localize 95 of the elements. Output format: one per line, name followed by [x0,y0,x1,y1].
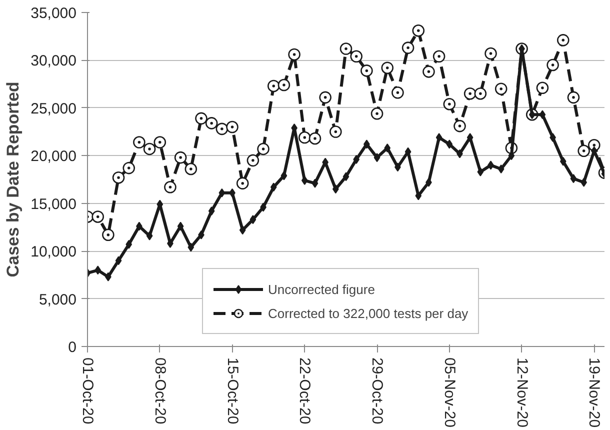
point [402,42,414,54]
point [494,82,508,95]
y-tick-label: 5,000 [38,291,77,308]
point [146,231,153,240]
point [143,142,156,156]
point [466,133,474,142]
point [112,171,125,184]
point [422,66,435,78]
point [436,133,442,142]
point [477,167,484,176]
point [578,144,590,158]
point [250,215,256,224]
point [301,176,308,185]
point [340,42,352,55]
point [381,62,394,74]
x-tick-label: 19-Nov-20 [586,358,603,428]
point [370,108,384,120]
point [280,171,288,180]
point [454,120,466,132]
point [115,256,122,266]
point [239,226,246,235]
point [154,136,166,148]
y-tick-label: 20,000 [30,148,77,166]
point [484,47,497,60]
x-tick-label: 12-Nov-20 [513,358,530,428]
y-tick-label: 35,000 [30,5,77,22]
y-tick-label: 30,000 [30,52,77,70]
point [446,140,453,149]
y-axis-title: Cases by Date Reported [4,82,23,278]
point [208,206,215,216]
point [590,146,598,156]
point [312,178,318,188]
point [536,82,549,94]
point [177,222,184,231]
point [570,174,577,184]
point [308,132,322,145]
y-tick-label: 10,000 [30,244,77,261]
point [412,24,425,37]
legend-label: Corrected to 322,000 tests per day [268,306,468,320]
point [539,110,546,120]
point [360,64,373,77]
point [288,48,300,61]
point [267,80,280,92]
x-tick-label: 08-Oct-20 [151,358,168,424]
point [332,184,339,194]
point [546,58,559,72]
point [94,266,102,275]
y-tick-label: 15,000 [30,196,77,213]
x-tick-label: 29-Oct-20 [368,358,386,424]
x-tick-label: 01-Oct-20 [79,358,96,424]
point [560,156,566,166]
y-tick-label: 0 [68,339,76,356]
y-tick-label: 25,000 [30,100,77,118]
point [342,172,350,182]
point [384,144,391,153]
point [218,188,226,198]
point [122,162,136,174]
point [92,210,104,223]
point [330,126,342,138]
point [298,131,311,144]
point [319,91,332,104]
point [164,180,176,194]
point [353,154,360,164]
point [556,34,570,46]
point [184,162,198,176]
point [257,142,270,156]
point [102,228,114,241]
point [278,78,290,92]
point [270,182,277,192]
point [464,87,476,100]
point [498,164,504,174]
point [205,117,218,130]
point [508,151,515,160]
legend-label: Uncorrected figure [268,282,376,296]
point [350,50,362,63]
point [216,122,228,136]
x-tick-label: 22-Oct-20 [296,358,314,424]
point [415,191,422,200]
point [392,86,404,99]
point [246,154,260,167]
point [133,136,146,148]
point [567,91,580,104]
point [374,153,380,162]
x-tick-label: 05-Nov-20 [440,358,458,428]
point [174,151,187,164]
x-tick-label: 15-Oct-20 [224,358,241,424]
point [195,112,208,125]
point [226,120,238,134]
point [404,147,412,156]
point [443,98,456,110]
point [236,177,249,190]
point [126,240,132,249]
point [474,87,487,100]
point [432,50,446,63]
point [188,242,194,252]
